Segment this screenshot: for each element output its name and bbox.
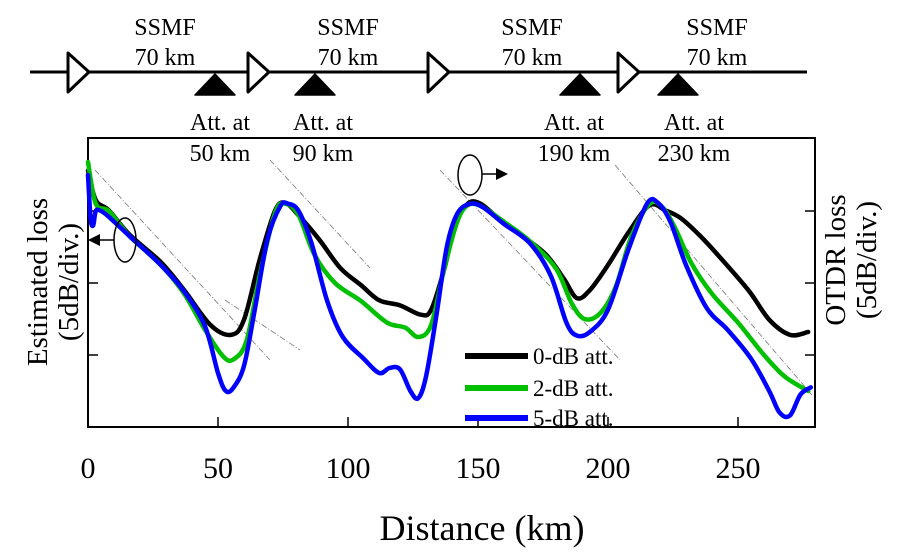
- legend-label-0db: 0-dB att.: [533, 344, 614, 369]
- series-line-2-db-att-: [85, 159, 811, 394]
- slope-guide-line: [614, 164, 813, 396]
- x-axis-label: Distance (km): [380, 508, 585, 548]
- span-length-label: 70 km: [135, 45, 196, 71]
- attenuator-label-line1: Att. at: [293, 110, 353, 136]
- arrow-right-icon: [496, 168, 508, 180]
- legend-label-2db: 2-dB att.: [533, 376, 614, 401]
- slope-guide-lines: [94, 159, 813, 396]
- span-fiber-label: SSMF: [134, 15, 195, 41]
- attenuator-label-line2: 50 km: [190, 141, 251, 167]
- arrow-left-icon: [88, 234, 100, 246]
- span-fiber-label: SSMF: [317, 15, 378, 41]
- slope-guide-line: [94, 169, 271, 361]
- attenuator-label-line2: 190 km: [538, 141, 611, 167]
- attenuator-label-line1: Att. at: [190, 110, 250, 136]
- left-axis-pointer: [88, 217, 137, 263]
- x-tick-label: 150: [456, 452, 501, 485]
- plot-area: 0 50 100 150 200 250: [81, 137, 816, 485]
- x-tick-label: 200: [586, 452, 631, 485]
- amplifier-icon: [426, 51, 451, 94]
- attenuator-label-line2: 90 km: [293, 141, 354, 167]
- x-tick-label: 250: [716, 452, 761, 485]
- span-length-label: 70 km: [502, 45, 563, 71]
- amplifier-icon: [246, 51, 271, 94]
- x-tick-label: 0: [81, 452, 96, 485]
- attenuator-label-line2: 230 km: [658, 141, 731, 167]
- span-fiber-label: SSMF: [686, 15, 747, 41]
- y-axis-left-label-line1: Estimated loss: [22, 198, 54, 366]
- right-axis-pointer: [457, 154, 508, 196]
- link-diagram: SSMF 70 km SSMF 70 km SSMF 70 km SSMF 70 km Att…: [30, 15, 807, 167]
- y-axis-right-label-line2: (5dB/div.): [851, 201, 883, 319]
- attenuator-label-line1: Att. at: [664, 110, 724, 136]
- x-tick-label: 100: [326, 452, 371, 485]
- attenuator-icon: [294, 73, 336, 96]
- y-axis-right-label-line1: OTDR loss: [820, 194, 852, 325]
- attenuator-icon: [657, 73, 699, 96]
- legend: 0-dB att. 2-dB att. 5-dB att.: [465, 344, 614, 431]
- amplifier-icon: [66, 51, 91, 94]
- series-line-5-db-att-: [85, 172, 814, 420]
- attenuator-label-line1: Att. at: [544, 110, 604, 136]
- slope-guide-line: [224, 299, 301, 351]
- slope-guide-line: [269, 159, 371, 269]
- y-axis-left-label-line2: (5dB/div.): [53, 223, 85, 341]
- attenuator-icon: [559, 73, 601, 96]
- attenuator-icon: [194, 73, 236, 96]
- span-length-label: 70 km: [318, 45, 379, 71]
- x-tick-label: 50: [203, 452, 233, 485]
- span-length-label: 70 km: [687, 45, 748, 71]
- span-fiber-label: SSMF: [501, 15, 562, 41]
- curve-group-ellipse-right: [457, 154, 483, 196]
- amplifier-icon: [616, 51, 641, 94]
- legend-label-5db: 5-dB att.: [533, 406, 614, 431]
